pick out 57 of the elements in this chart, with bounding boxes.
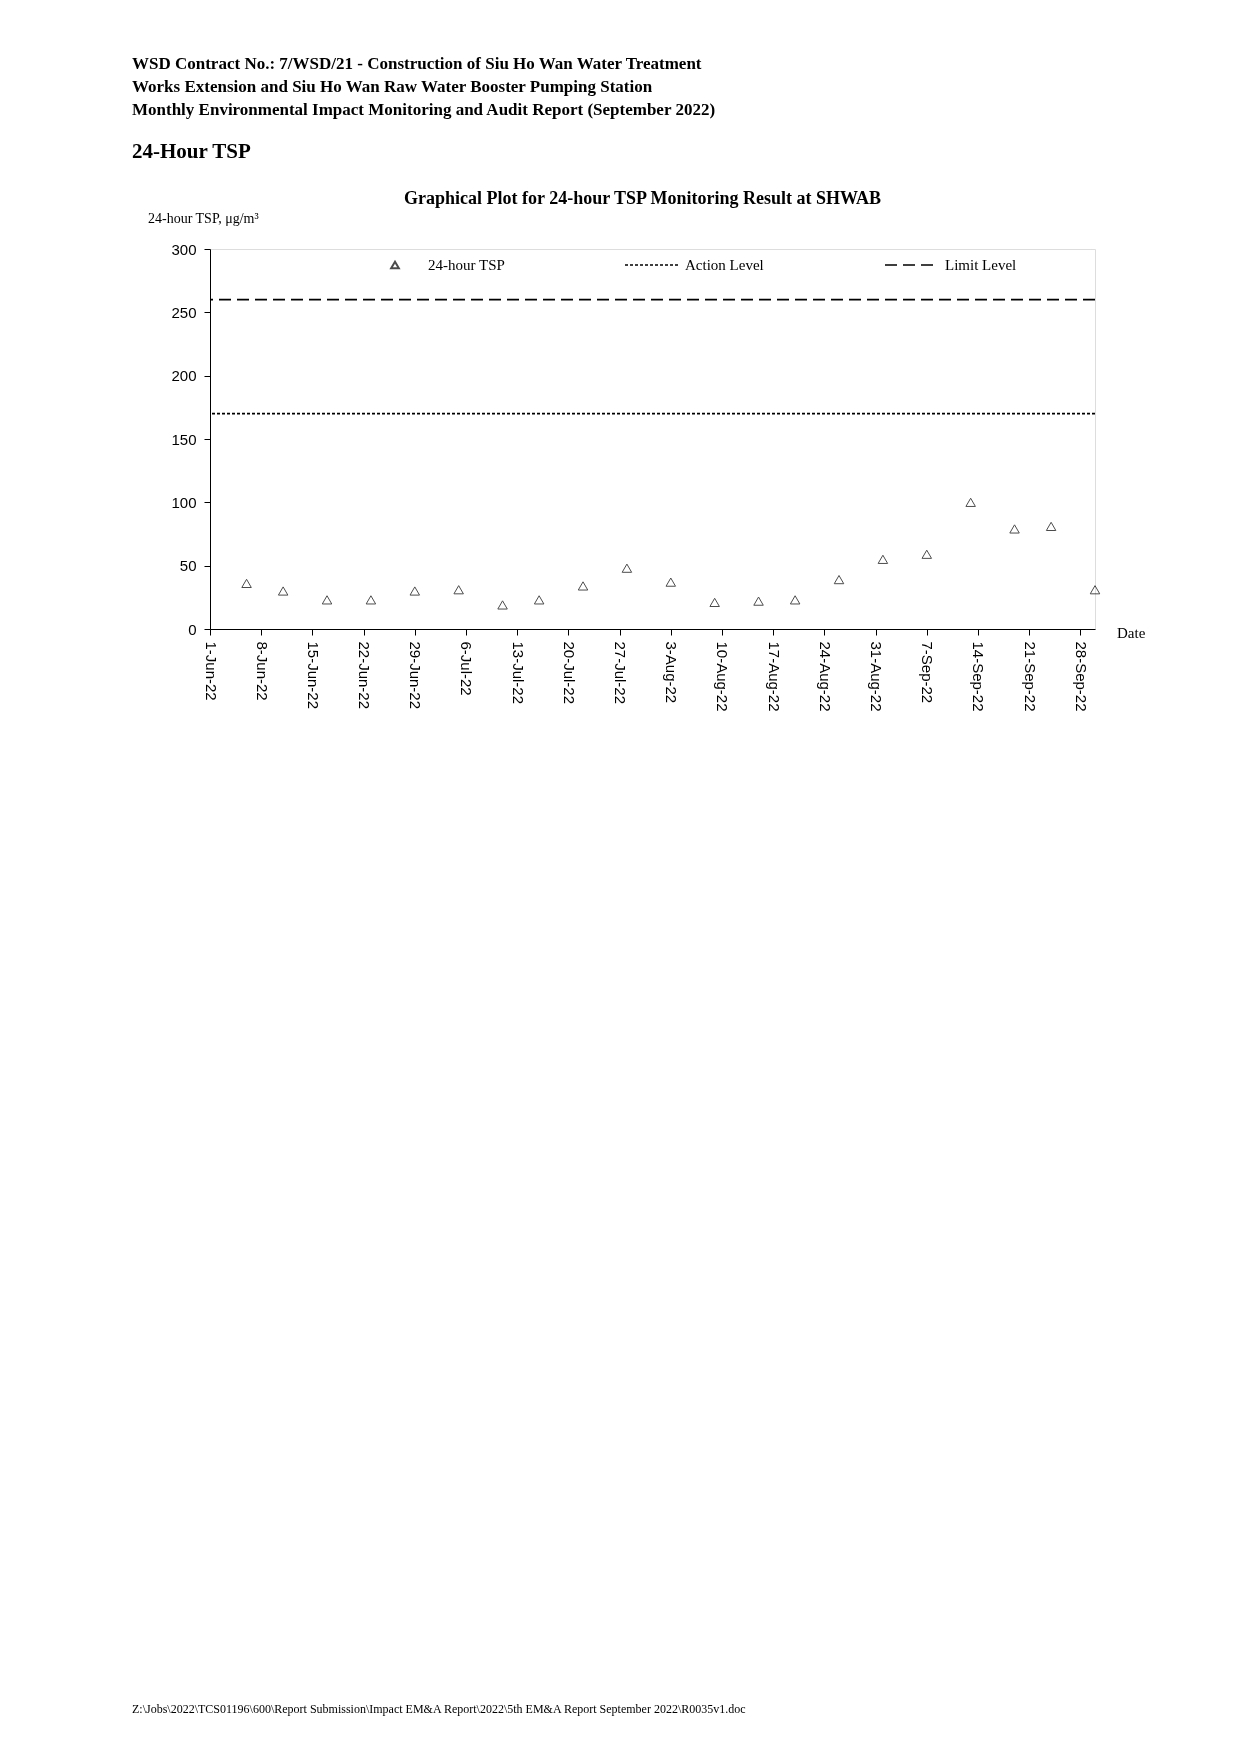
x-tick-label: 22-Jun-22 <box>356 641 374 710</box>
legend-label: 24-hour TSP <box>428 257 505 273</box>
x-tick-label: 27-Jul-22 <box>612 641 630 705</box>
point <box>833 574 845 585</box>
text: 24-Hour TSP <box>132 139 251 163</box>
point <box>409 586 421 596</box>
point <box>709 597 720 608</box>
point <box>1009 524 1020 534</box>
point <box>1045 521 1057 532</box>
x-tick-label: 31-Aug-22 <box>868 641 886 712</box>
x-tick-label: 14-Sep-22 <box>970 641 988 712</box>
point <box>577 581 589 591</box>
x-tick-label: 6-Jul-22 <box>458 641 476 696</box>
text: WSD Contract No.: 7/WSD/21 - Construction of Siu Ho Wan Water Treatment <box>132 54 702 73</box>
x-tick-label: 7-Sep-22 <box>919 641 937 704</box>
x-tick-label: 21-Sep-22 <box>1021 641 1039 712</box>
legend-label: Limit Level <box>945 257 1017 273</box>
y-tick-label: 250 <box>171 303 197 321</box>
y-tick-label: 0 <box>188 620 197 638</box>
point <box>1089 585 1101 595</box>
x-tick-label: 29-Jun-22 <box>407 641 425 710</box>
point <box>277 586 289 596</box>
point <box>321 595 333 605</box>
point <box>921 549 933 559</box>
legend-label: Action Level <box>685 257 764 273</box>
x-tick-label: 20-Jul-22 <box>560 641 578 705</box>
point <box>621 563 633 573</box>
point <box>453 585 464 595</box>
text: Monthly Environmental Impact Monitoring and Audit Report (September 2022) <box>132 100 716 119</box>
point <box>665 577 677 587</box>
point <box>241 578 252 589</box>
y-tick-label: 200 <box>171 367 197 385</box>
x-tick-label: 13-Jul-22 <box>509 641 527 705</box>
point <box>365 595 377 605</box>
x-tick-label: 8-Jun-22 <box>253 641 271 701</box>
y-tick-label: 100 <box>171 493 197 511</box>
x-axis-title: Date <box>1117 625 1146 641</box>
y-tick-label: 300 <box>171 240 197 258</box>
y-tick-label: 150 <box>171 430 197 448</box>
x-tick-label: 24-Aug-22 <box>816 641 834 712</box>
text: Z:\Jobs\2022\TCS01196\600\Report Submission\Impact EM&A Report\2022\5th EM&A Report September 2022\R0035v1.doc <box>132 1702 746 1716</box>
x-tick-label: 28-Sep-22 <box>1072 641 1090 712</box>
y-tick-label: 50 <box>179 557 197 575</box>
x-tick-label: 3-Aug-22 <box>663 641 681 704</box>
text: Works Extension and Siu Ho Wan Raw Water Booster Pumping Station <box>132 77 653 96</box>
point <box>497 600 508 610</box>
x-tick-label: 1-Jun-22 <box>202 641 220 701</box>
point <box>877 554 889 564</box>
x-tick-label: 15-Jun-22 <box>304 641 322 710</box>
chart-title: Graphical Plot for 24-hour TSP Monitoring Result at SHWAB <box>403 188 882 208</box>
point <box>533 595 545 605</box>
y-axis-title: 24-hour TSP, μg/m³ <box>148 211 259 226</box>
point <box>753 596 764 606</box>
point <box>789 595 801 605</box>
x-tick-label: 17-Aug-22 <box>765 641 783 712</box>
x-tick-label: 10-Aug-22 <box>714 641 732 712</box>
point <box>965 497 976 507</box>
